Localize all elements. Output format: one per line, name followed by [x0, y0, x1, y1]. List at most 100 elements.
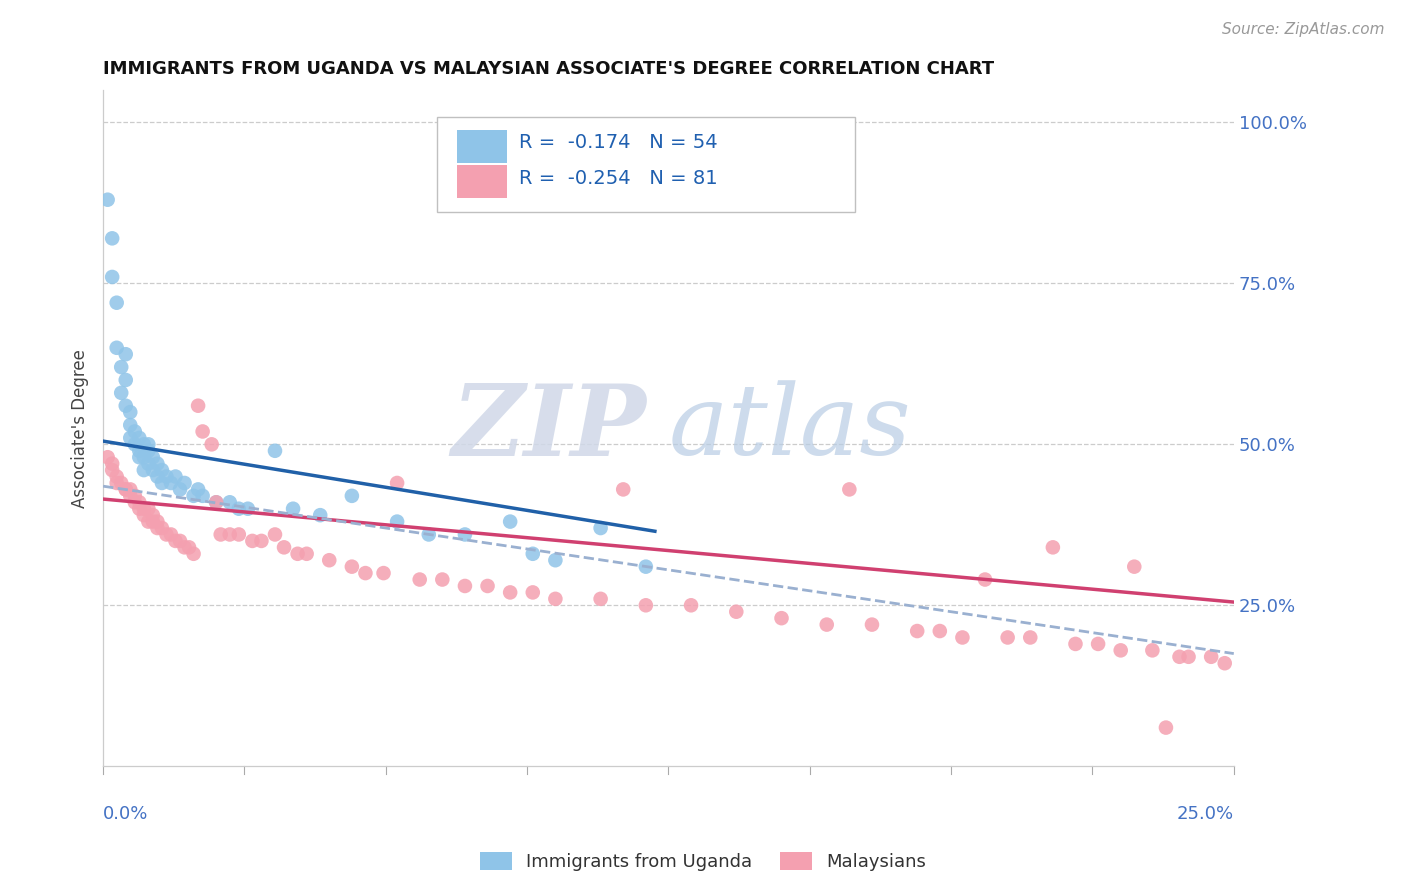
Point [634, 559, 657, 574]
Point [860, 617, 883, 632]
Point [1142, 643, 1164, 657]
Point [295, 547, 318, 561]
Point [418, 527, 440, 541]
Point [160, 475, 183, 490]
Point [1213, 657, 1236, 671]
Text: R =  -0.254   N = 81: R = -0.254 N = 81 [519, 169, 718, 187]
Point [385, 475, 408, 490]
Point [120, 489, 142, 503]
Point [905, 624, 928, 638]
Point [815, 617, 838, 632]
Point [132, 463, 155, 477]
Y-axis label: Associate's Degree: Associate's Degree [72, 349, 89, 508]
Point [952, 631, 974, 645]
Point [1177, 649, 1199, 664]
Point [205, 495, 228, 509]
Point [155, 527, 177, 541]
Point [128, 443, 150, 458]
Point [187, 483, 209, 497]
Point [101, 463, 124, 477]
Point [132, 450, 155, 465]
FancyBboxPatch shape [437, 118, 855, 212]
Point [205, 495, 228, 509]
Point [150, 463, 173, 477]
Point [589, 521, 612, 535]
Point [114, 347, 136, 361]
Point [634, 599, 657, 613]
Point [124, 489, 146, 503]
Point [128, 501, 150, 516]
Point [128, 450, 150, 465]
Point [114, 483, 136, 497]
Point [105, 295, 128, 310]
Point [228, 501, 250, 516]
Point [146, 469, 169, 483]
Point [287, 547, 309, 561]
Point [105, 475, 128, 490]
Point [138, 437, 160, 451]
Point [132, 437, 155, 451]
Point [589, 591, 612, 606]
Point [146, 515, 169, 529]
Point [1042, 541, 1064, 555]
Point [191, 425, 214, 439]
Point [928, 624, 950, 638]
Point [264, 443, 287, 458]
Point [165, 533, 187, 548]
Point [354, 566, 377, 580]
Point [273, 541, 295, 555]
Point [499, 585, 522, 599]
Point [201, 437, 224, 451]
Point [146, 457, 169, 471]
Point [138, 515, 160, 529]
Point [128, 495, 150, 509]
Point [142, 515, 165, 529]
Point [177, 541, 200, 555]
Point [522, 547, 544, 561]
Point [385, 515, 408, 529]
Point [183, 547, 205, 561]
Point [124, 495, 146, 509]
Point [725, 605, 748, 619]
Point [150, 475, 173, 490]
Point [160, 527, 183, 541]
Point [236, 501, 259, 516]
Point [105, 341, 128, 355]
Point [124, 425, 146, 439]
Point [191, 489, 214, 503]
Point [128, 431, 150, 445]
Point [155, 469, 177, 483]
Point [138, 501, 160, 516]
Point [1199, 649, 1222, 664]
Point [173, 541, 195, 555]
Text: atlas: atlas [668, 381, 911, 476]
Point [1019, 631, 1042, 645]
Point [218, 495, 240, 509]
Point [97, 193, 120, 207]
Point [183, 489, 205, 503]
Point [250, 533, 273, 548]
Point [373, 566, 395, 580]
Point [97, 450, 120, 465]
Point [120, 405, 142, 419]
Point [187, 399, 209, 413]
Point [142, 450, 165, 465]
Point [309, 508, 332, 523]
Point [997, 631, 1019, 645]
Point [240, 533, 263, 548]
Text: ZIP: ZIP [451, 380, 645, 476]
Point [281, 501, 304, 516]
Point [110, 475, 132, 490]
Point [105, 469, 128, 483]
Point [110, 385, 132, 400]
Point [169, 483, 191, 497]
Point [120, 431, 142, 445]
Point [1064, 637, 1087, 651]
Point [264, 527, 287, 541]
Point [681, 599, 703, 613]
Point [770, 611, 793, 625]
Point [318, 553, 340, 567]
Point [477, 579, 499, 593]
Text: Source: ZipAtlas.com: Source: ZipAtlas.com [1222, 22, 1385, 37]
Point [499, 515, 522, 529]
